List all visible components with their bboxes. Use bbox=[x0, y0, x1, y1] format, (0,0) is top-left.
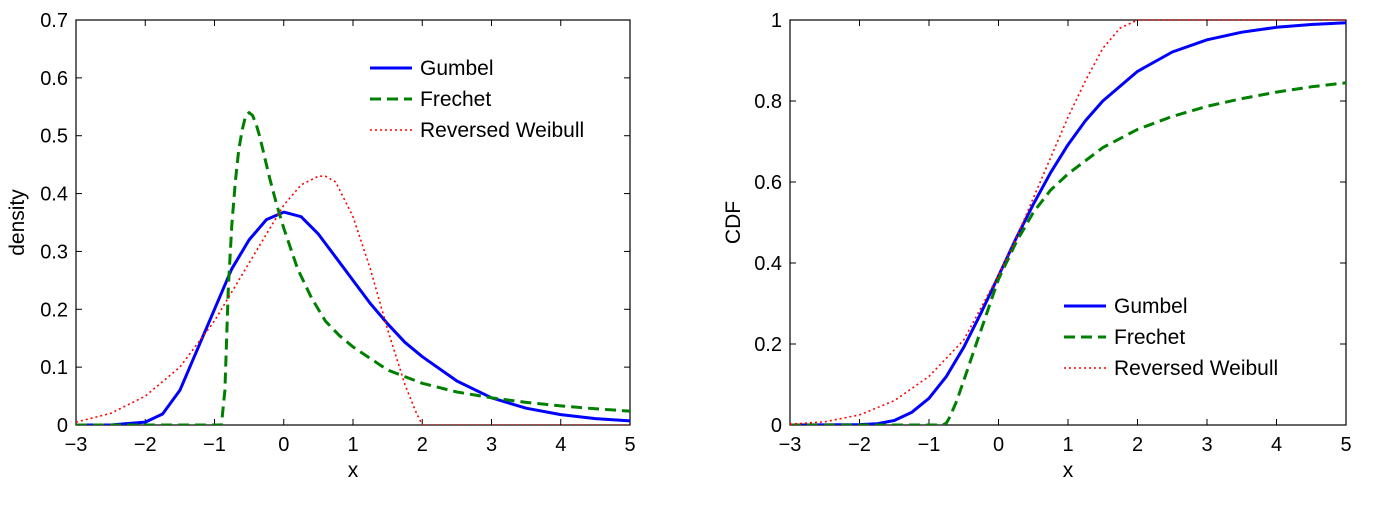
x-tick-label: 2 bbox=[417, 434, 428, 456]
y-tick-label: 0.2 bbox=[754, 334, 782, 356]
cdf-plot: −3 −2 −1 0 1 2 3 4 5 0 0.2 0.4 0.6 0.8 1 x CDF Gumbel Frec… bbox=[722, 10, 1352, 482]
series-line-reversed-weibull bbox=[76, 175, 630, 425]
y-tick-label: 0.7 bbox=[40, 10, 68, 32]
x-tick-label: −3 bbox=[65, 434, 88, 456]
legend-label: Reversed Weibull bbox=[420, 119, 584, 142]
legend-label: Reversed Weibull bbox=[1114, 357, 1278, 380]
y-tick-label: 0.2 bbox=[40, 299, 68, 321]
x-axis-label: x bbox=[348, 459, 359, 482]
series-line-reversed-weibull bbox=[790, 19, 1346, 425]
y-tick-label: 0.8 bbox=[754, 91, 782, 113]
y-axis-label: density bbox=[6, 189, 29, 256]
series-line-gumbel bbox=[790, 21, 1346, 425]
y-tick-label: 0 bbox=[771, 415, 782, 437]
y-tick-label: 0.6 bbox=[754, 172, 782, 194]
density-plot: −3 −2 −1 0 1 2 3 4 5 0 0.1 0.2 0.3 0.4 0.5 0.6 0.7 x densi… bbox=[6, 10, 636, 482]
legend-label: Frechet bbox=[420, 88, 491, 111]
x-tick-label: −3 bbox=[779, 434, 802, 456]
y-tick-label: 0.1 bbox=[40, 357, 68, 379]
series-line-frechet bbox=[76, 111, 630, 425]
y-tick-label: 0.3 bbox=[40, 241, 68, 263]
y-tick-label: 0.4 bbox=[754, 253, 782, 275]
series-line-frechet bbox=[790, 81, 1346, 425]
legend: Gumbel Frechet Reversed Weibull bbox=[1064, 295, 1278, 380]
x-tick-label: 0 bbox=[993, 434, 1004, 456]
x-tick-label: −2 bbox=[134, 434, 157, 456]
x-tick-label: −1 bbox=[203, 434, 226, 456]
legend-label: Gumbel bbox=[1114, 295, 1188, 318]
y-tick-label: 0.4 bbox=[40, 184, 68, 206]
x-tick-label: 0 bbox=[278, 434, 289, 456]
y-tick-label: 0.6 bbox=[40, 68, 68, 90]
x-tick-label: 3 bbox=[486, 434, 497, 456]
legend-label: Frechet bbox=[1114, 326, 1185, 349]
y-tick-label: 0 bbox=[57, 415, 68, 437]
x-tick-label: −2 bbox=[848, 434, 871, 456]
x-tick-label: −1 bbox=[918, 434, 941, 456]
x-tick-label: 5 bbox=[624, 434, 635, 456]
x-tick-label: 4 bbox=[1271, 434, 1282, 456]
series-line-gumbel bbox=[76, 210, 630, 425]
x-tick-label: 5 bbox=[1340, 434, 1351, 456]
y-tick-label: 1 bbox=[771, 10, 782, 32]
x-tick-label: 4 bbox=[555, 434, 566, 456]
y-tick-label: 0.5 bbox=[40, 126, 68, 148]
x-tick-label: 1 bbox=[1062, 434, 1073, 456]
x-tick-label: 1 bbox=[347, 434, 358, 456]
y-axis-label: CDF bbox=[722, 201, 745, 244]
legend-label: Gumbel bbox=[420, 57, 494, 80]
x-tick-label: 3 bbox=[1201, 434, 1212, 456]
legend: Gumbel Frechet Reversed Weibull bbox=[370, 57, 584, 142]
x-tick-label: 2 bbox=[1132, 434, 1143, 456]
plot-frame bbox=[75, 19, 631, 426]
x-axis-label: x bbox=[1063, 459, 1074, 482]
